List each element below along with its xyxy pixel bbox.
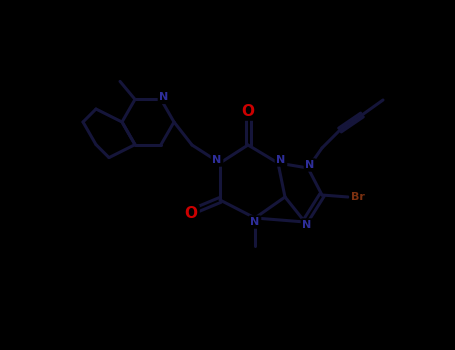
Text: N: N [212, 155, 222, 165]
Text: N: N [303, 220, 312, 230]
Text: O: O [184, 206, 197, 222]
Text: N: N [159, 92, 169, 103]
Text: Br: Br [351, 192, 365, 202]
Text: N: N [250, 217, 260, 227]
Text: N: N [276, 155, 286, 165]
Text: N: N [305, 160, 314, 170]
Text: O: O [242, 104, 254, 119]
